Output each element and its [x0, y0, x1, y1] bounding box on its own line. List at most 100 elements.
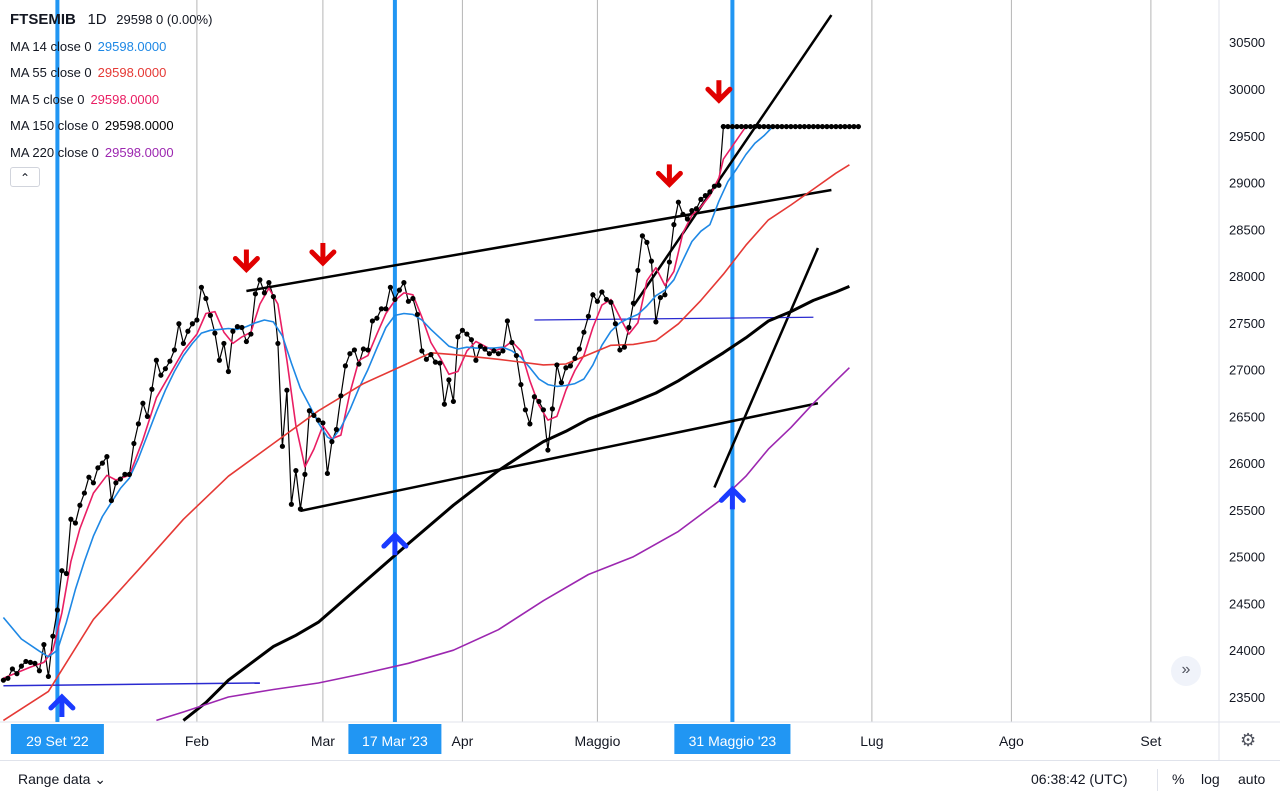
- price-dot: [167, 358, 173, 364]
- arrow-head: [48, 693, 76, 711]
- price-dot: [0, 677, 6, 683]
- price-dot: [405, 298, 411, 304]
- flat-dot: [824, 123, 830, 130]
- ma-line: [2, 164, 850, 722]
- price-tick-label: 25500: [1229, 503, 1265, 518]
- chart-settings-button[interactable]: ⚙: [1240, 730, 1256, 751]
- price-dot: [707, 189, 713, 195]
- price-axis[interactable]: 23500 24000 24500 25000 25500 26000 26500 27000…: [1229, 35, 1265, 705]
- trend-line: [713, 247, 820, 488]
- ma-value: 29598.0000: [104, 144, 174, 160]
- legend-symbol-row: FTSEMIB 1D 29598 0 (0.00%): [10, 10, 212, 37]
- price-dot: [531, 394, 538, 400]
- legend-ma14[interactable]: MA 14 close 0 29598.0000: [10, 37, 212, 64]
- price-chart[interactable]: 23500 24000 24500 25000 25500 26000 26500 27000…: [0, 0, 1280, 760]
- price-dot: [383, 306, 389, 312]
- price-dot: [401, 280, 407, 286]
- price-dot: [203, 295, 209, 302]
- double-chevron-right-icon: »: [1181, 661, 1191, 678]
- price-dot: [540, 407, 547, 413]
- price-dot: [95, 465, 101, 471]
- price-dot: [221, 340, 227, 347]
- price-dot: [284, 387, 290, 393]
- price-dot: [356, 361, 362, 367]
- up-arrow-icon: [48, 693, 76, 717]
- price-dot: [698, 196, 704, 202]
- price-dot: [441, 401, 447, 407]
- price-dot: [563, 365, 569, 371]
- price-dot: [45, 673, 52, 680]
- flat-dot: [725, 123, 731, 130]
- highlight-date-label: 17 Mar '23: [362, 733, 428, 749]
- price-dot: [275, 340, 281, 347]
- price-tick-label: 30500: [1229, 35, 1265, 50]
- scroll-to-realtime-button[interactable]: »: [1171, 656, 1201, 686]
- price-dot: [189, 321, 195, 327]
- range-data-button[interactable]: Range data ⌄: [18, 771, 106, 788]
- log-toggle[interactable]: log: [1201, 771, 1220, 787]
- price-dot: [572, 355, 578, 361]
- flat-dot: [770, 123, 776, 130]
- price-dot: [315, 417, 321, 423]
- price-dot: [468, 337, 474, 343]
- up-arrow-icon: [381, 531, 409, 556]
- flat-dot: [828, 123, 835, 130]
- price-dot: [171, 347, 177, 353]
- price-dot: [675, 199, 682, 205]
- highlight-date-box: [348, 724, 442, 754]
- price-dot: [369, 318, 375, 324]
- price-dot: [113, 480, 119, 486]
- grid: [0, 0, 1280, 760]
- ma-label: MA 14 close 0: [10, 38, 92, 54]
- price-dot: [392, 296, 398, 303]
- legend-ma5[interactable]: MA 5 close 0 29598.0000: [10, 90, 212, 117]
- price-dot: [117, 476, 123, 482]
- price-tick-label: 29500: [1229, 129, 1265, 144]
- price-tick-label: 29000: [1229, 176, 1265, 191]
- price-dot: [504, 318, 510, 324]
- flat-dot: [779, 123, 785, 130]
- price-dot: [279, 443, 285, 449]
- time-axis[interactable]: Feb Mar Apr Maggio Lug Ago Set 29 Set '22 17 Mar…: [10, 724, 1162, 754]
- flat-dot: [765, 123, 772, 130]
- price-dot: [360, 346, 366, 352]
- highlight-date-box: [674, 724, 791, 754]
- price-dot: [612, 321, 619, 327]
- price-dot: [225, 368, 231, 375]
- up-arrow-icon: [718, 485, 746, 510]
- price-dot: [140, 400, 146, 406]
- price-dot: [554, 362, 560, 368]
- price-dot: [329, 439, 335, 445]
- auto-toggle[interactable]: auto: [1238, 771, 1266, 787]
- price-dot: [234, 323, 240, 330]
- price-dot: [482, 346, 488, 352]
- down-arrow-icon: [705, 80, 733, 104]
- flat-dot: [851, 123, 857, 130]
- ma-value: 29598.0000: [90, 91, 160, 107]
- flat-dot: [743, 123, 749, 130]
- clock[interactable]: 06:38:42 (UTC): [1031, 771, 1128, 787]
- collapse-legend-button[interactable]: ⌃: [10, 167, 40, 187]
- down-arrow-icon: [655, 164, 683, 188]
- price-dot: [9, 666, 15, 672]
- price-dot: [104, 454, 110, 460]
- price-dot: [135, 421, 141, 427]
- price-dot: [491, 348, 497, 354]
- flat-dot: [747, 123, 754, 130]
- legend-ma150[interactable]: MA 150 close 0 29598.0000: [10, 116, 212, 143]
- trend-line: [3, 682, 260, 687]
- flat-dot: [734, 123, 740, 130]
- legend-ma55[interactable]: MA 55 close 0 29598.0000: [10, 63, 212, 90]
- percent-toggle[interactable]: %: [1172, 771, 1185, 787]
- symbol-name[interactable]: FTSEMIB: [10, 11, 76, 28]
- price-dot: [558, 380, 565, 386]
- divider: [1157, 769, 1158, 791]
- price-dot: [72, 520, 78, 526]
- price-dot: [342, 363, 348, 369]
- price-dot: [473, 357, 479, 363]
- flat-dot: [761, 123, 767, 130]
- price-dot: [711, 183, 718, 189]
- price-dot: [18, 663, 24, 669]
- legend-ma220[interactable]: MA 220 close 0 29598.0000: [10, 143, 212, 170]
- interval[interactable]: 1D: [87, 11, 107, 28]
